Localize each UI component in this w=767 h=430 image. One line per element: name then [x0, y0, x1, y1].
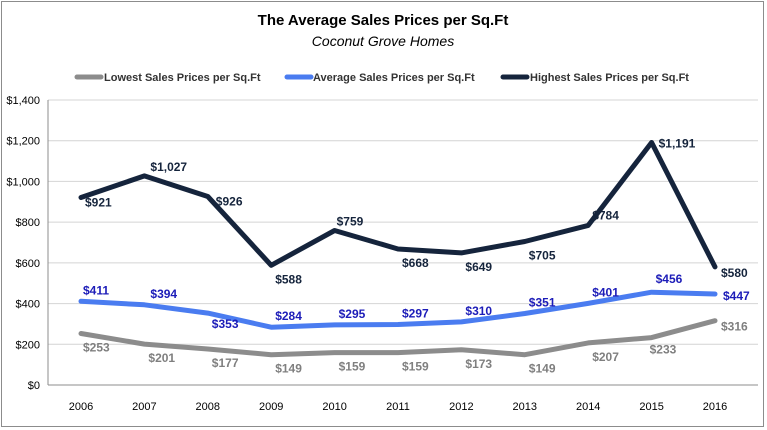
y-tick-label: $0 — [28, 380, 40, 392]
data-label: $784 — [592, 208, 619, 222]
x-axis: 2006 2007 2008 2009 2010 2011 2012 2013 2014 2015… — [48, 384, 758, 413]
series-line — [78, 318, 718, 358]
y-tick-label: $400 — [16, 299, 40, 311]
legend-label: Lowest Sales Prices per Sq.Ft — [104, 72, 261, 84]
x-tick-label: 2006 — [69, 401, 93, 413]
legend-label: Average Sales Prices per Sq.Ft — [313, 72, 475, 84]
data-label: $411 — [83, 283, 109, 297]
x-tick-label: 2008 — [196, 401, 220, 413]
data-label: $177 — [212, 356, 239, 370]
data-label: $588 — [275, 272, 302, 286]
y-tick-label: $1,400 — [6, 95, 40, 107]
x-tick-label: 2016 — [703, 401, 727, 413]
x-tick-label: 2012 — [449, 401, 473, 413]
data-label: $1,027 — [150, 160, 187, 174]
data-label: $649 — [465, 260, 492, 274]
data-label: $284 — [275, 309, 302, 323]
legend-label: Highest Sales Prices per Sq.Ft — [530, 72, 689, 84]
legend: Lowest Sales Prices per Sq.Ft Average Sal… — [74, 72, 689, 84]
y-tick-label: $800 — [16, 217, 40, 229]
data-label: $201 — [148, 351, 175, 365]
y-tick-label: $1,000 — [6, 176, 40, 188]
data-label: $173 — [465, 357, 492, 371]
series-group — [78, 140, 718, 358]
series-line — [78, 289, 718, 330]
x-tick-label: 2014 — [576, 401, 600, 413]
data-label: $1,191 — [659, 137, 696, 151]
data-label: $316 — [721, 320, 748, 334]
gridlines — [48, 99, 758, 345]
y-axis: $0 $200 $400 $600 $800 $1,000 $1,200 $1,400 — [6, 95, 49, 392]
data-label: $253 — [83, 340, 110, 354]
x-tick-label: 2015 — [639, 401, 663, 413]
data-label: $447 — [723, 289, 750, 303]
data-labels: $253 $201 $177 $149 $159 $159 $173 $149 $207 $233… — [83, 137, 750, 376]
data-label: $207 — [592, 350, 619, 364]
data-label: $310 — [465, 304, 492, 318]
data-label: $353 — [212, 317, 239, 331]
x-tick-label: 2011 — [386, 401, 410, 413]
y-tick-label: $200 — [16, 339, 40, 351]
data-label: $401 — [592, 285, 619, 299]
y-tick-label: $600 — [16, 258, 40, 270]
x-tick-label: 2010 — [322, 401, 346, 413]
chart-title: The Average Sales Prices per Sq.Ft — [258, 12, 509, 29]
data-label: $668 — [402, 256, 429, 270]
chart-subtitle: Coconut Grove Homes — [312, 33, 454, 49]
data-label: $159 — [402, 360, 429, 374]
data-label: $297 — [402, 307, 429, 321]
data-label: $921 — [85, 196, 112, 210]
data-label: $759 — [337, 214, 364, 228]
data-label: $456 — [656, 272, 683, 286]
data-label: $159 — [339, 360, 366, 374]
data-label: $233 — [650, 343, 677, 357]
y-tick-label: $1,200 — [6, 136, 40, 148]
data-label: $926 — [216, 194, 243, 208]
data-label: $705 — [529, 248, 556, 262]
data-label: $295 — [339, 307, 366, 321]
x-tick-label: 2013 — [513, 401, 537, 413]
x-tick-label: 2009 — [259, 401, 283, 413]
x-tick-label: 2007 — [132, 401, 156, 413]
series-line — [78, 140, 718, 270]
data-label: $149 — [529, 362, 556, 376]
data-label: $351 — [529, 296, 556, 310]
data-label: $580 — [721, 266, 748, 280]
data-label: $394 — [150, 287, 177, 301]
data-label: $149 — [275, 362, 302, 376]
